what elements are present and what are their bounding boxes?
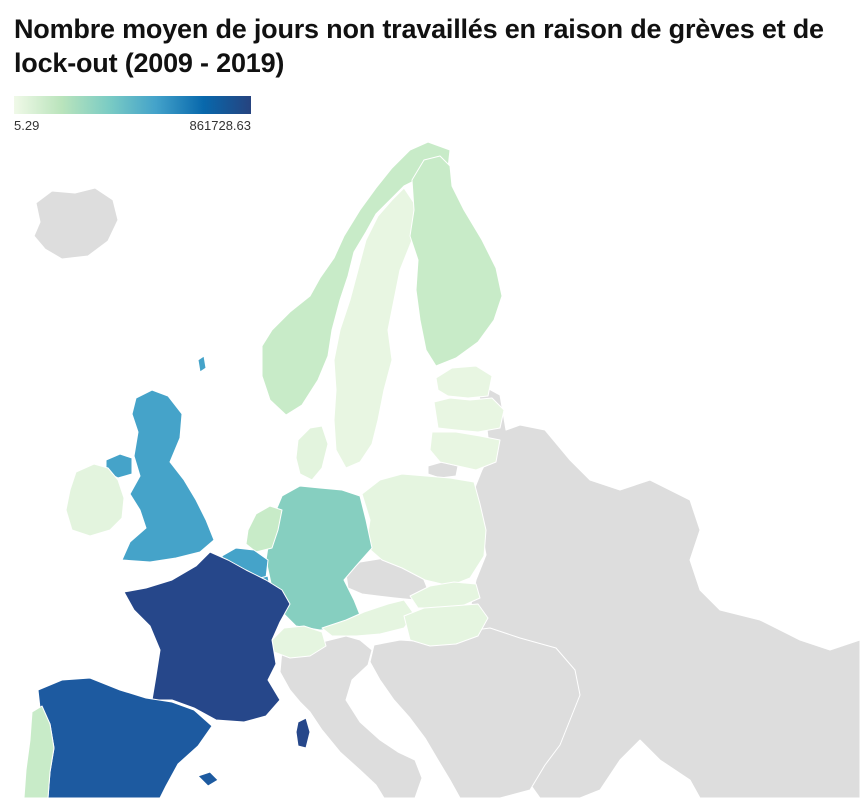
country-balearic-islands[interactable] bbox=[197, 771, 219, 787]
country-finland[interactable] bbox=[409, 155, 503, 367]
data-countries bbox=[23, 141, 505, 798]
legend-labels: 5.29 861728.63 bbox=[14, 118, 251, 133]
country-sweden[interactable] bbox=[333, 187, 417, 469]
legend-gradient-bar bbox=[14, 96, 251, 114]
country-iceland[interactable] bbox=[33, 187, 119, 260]
country-italy[interactable] bbox=[279, 635, 423, 798]
legend-max-label: 861728.63 bbox=[189, 118, 251, 133]
country-latvia[interactable] bbox=[433, 397, 505, 433]
europe-choropleth-map bbox=[23, 141, 860, 798]
country-lithuania[interactable] bbox=[429, 431, 501, 471]
country-portugal[interactable] bbox=[23, 705, 55, 798]
country-united-kingdom[interactable] bbox=[121, 389, 215, 563]
country-corsica[interactable] bbox=[295, 717, 311, 749]
country-poland[interactable] bbox=[361, 473, 487, 587]
country-shetland[interactable] bbox=[197, 355, 207, 373]
map-title: Nombre moyen de jours non travaillés en … bbox=[14, 14, 824, 78]
country-denmark[interactable] bbox=[295, 425, 329, 481]
country-france[interactable] bbox=[123, 551, 291, 723]
country-hungary[interactable] bbox=[403, 603, 489, 647]
country-netherlands[interactable] bbox=[245, 505, 283, 553]
no-data-countries bbox=[33, 187, 860, 798]
legend-min-label: 5.29 bbox=[14, 118, 40, 133]
color-legend: 5.29 861728.63 bbox=[14, 96, 251, 133]
country-ireland[interactable] bbox=[65, 463, 125, 537]
country-switzerland[interactable] bbox=[271, 625, 327, 659]
country-estonia[interactable] bbox=[435, 365, 493, 399]
